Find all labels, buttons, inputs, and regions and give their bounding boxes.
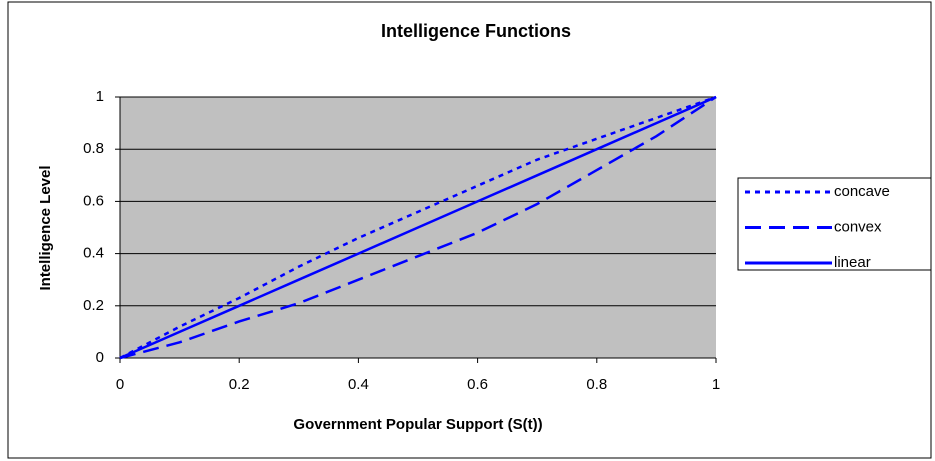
x-tick-label: 0.4 bbox=[348, 376, 369, 393]
x-axis-label: Government Popular Support (S(t)) bbox=[293, 416, 542, 433]
series-line bbox=[119, 95, 717, 360]
y-tick-label: 1 bbox=[96, 88, 104, 105]
legend-label: concave bbox=[834, 183, 890, 200]
x-tick-label: 1 bbox=[712, 376, 720, 393]
legend-label: linear bbox=[834, 254, 871, 271]
y-tick-label: 0.8 bbox=[83, 140, 104, 157]
series-line bbox=[119, 95, 717, 360]
x-tick-label: 0 bbox=[116, 376, 124, 393]
y-tick-label: 0.4 bbox=[83, 245, 104, 262]
y-tick-label: 0.2 bbox=[83, 297, 104, 314]
chart-title: Intelligence Functions bbox=[381, 21, 571, 41]
y-tick-label: 0 bbox=[96, 349, 104, 366]
y-axis-label: Intelligence Level bbox=[37, 165, 54, 290]
x-tick-label: 0.8 bbox=[586, 376, 607, 393]
series-line bbox=[119, 95, 717, 360]
y-tick-label: 0.6 bbox=[83, 192, 104, 209]
legend bbox=[737, 177, 932, 271]
x-tick-label: 0.2 bbox=[229, 376, 250, 393]
x-tick-label: 0.6 bbox=[467, 376, 488, 393]
legend-label: convex bbox=[834, 218, 882, 235]
